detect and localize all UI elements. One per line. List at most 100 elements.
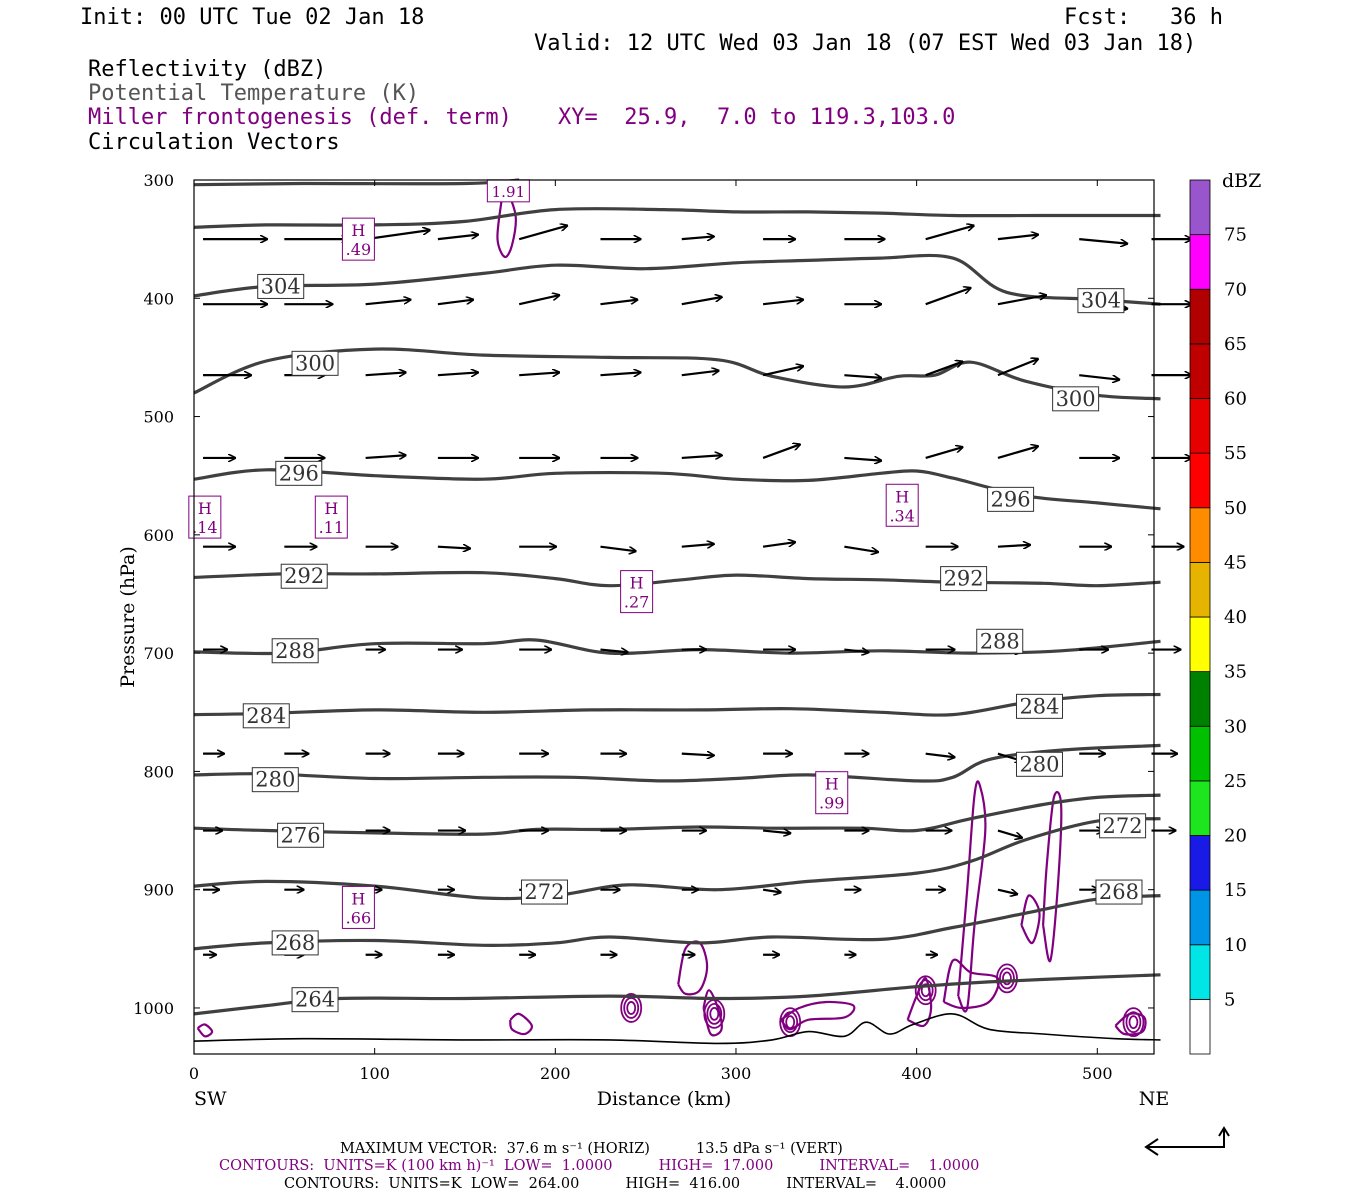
miller-high-5-value: .99 bbox=[819, 794, 844, 813]
miller-contour-inner-3-2 bbox=[1122, 1007, 1145, 1038]
colorbar-segment-6 bbox=[1189, 671, 1211, 727]
axes-layer: 300 400 500 600 700 800 900 1000 0 100 200 300 400 50… bbox=[117, 171, 1169, 1110]
circulation-vector-5-5 bbox=[600, 650, 627, 653]
circulation-vector-6-6 bbox=[681, 754, 714, 756]
miller-high-3-value: .34 bbox=[889, 506, 914, 525]
theta-label-304-b: 304 bbox=[1077, 288, 1125, 314]
y-tick-label-500: 500 bbox=[143, 408, 174, 427]
y-tick-label-300: 300 bbox=[143, 171, 174, 190]
theta-label-300-b: 300 bbox=[1052, 386, 1100, 412]
miller-high-4: H.27 bbox=[620, 570, 654, 614]
circulation-vector-0-10 bbox=[997, 235, 1038, 241]
circulation-vector-1-5 bbox=[600, 300, 637, 306]
colorbar-segment-13 bbox=[1189, 288, 1211, 345]
circulation-vector-1-7 bbox=[762, 300, 803, 306]
legend-circulation-vectors: Circulation Vectors bbox=[88, 130, 340, 155]
theta-label-296-b-text: 296 bbox=[991, 487, 1031, 511]
theta-contour-292 bbox=[193, 570, 1161, 588]
y-tick-label-600: 600 bbox=[143, 526, 174, 545]
circulation-vector-8-7 bbox=[762, 890, 781, 893]
miller-contour-inner-2-1 bbox=[999, 967, 1015, 990]
x-tick-label-0: 0 bbox=[189, 1064, 199, 1083]
colorbar-segment-9 bbox=[1189, 507, 1211, 563]
theta-label-296-b-box bbox=[987, 486, 1035, 512]
miller-high-3-box bbox=[885, 483, 919, 527]
theta-label-304-b-text: 304 bbox=[1081, 289, 1121, 313]
circulation-vector-1-4 bbox=[518, 295, 559, 306]
theta-label-280-b-box bbox=[1015, 751, 1063, 777]
miller-high-0-value: .49 bbox=[346, 240, 371, 259]
miller-high-0-box bbox=[341, 217, 375, 261]
theta-contour-300 bbox=[193, 347, 1161, 401]
reference-vector-vert-head bbox=[1218, 1126, 1230, 1137]
circulation-vector-1-6 bbox=[681, 297, 722, 306]
colorbar-label-5: 5 bbox=[1224, 989, 1235, 1010]
theta-contour-312 bbox=[193, 178, 520, 187]
colorbar-segment-14 bbox=[1189, 234, 1211, 290]
colorbar-segment-8 bbox=[1189, 561, 1211, 618]
circulation-vector-2-8 bbox=[844, 375, 881, 378]
theta-contour-308 bbox=[193, 207, 1161, 229]
circulation-vector-2-9 bbox=[925, 362, 963, 377]
miller-high-0: H.49 bbox=[341, 217, 375, 261]
theta-label-300-b-text: 300 bbox=[1056, 387, 1096, 411]
circulation-vector-2-7 bbox=[762, 366, 803, 377]
theta-label-296-text: 296 bbox=[279, 461, 319, 485]
miller-high-4-box bbox=[620, 570, 654, 614]
circulation-vector-1-3 bbox=[437, 300, 473, 306]
miller-contour-1 bbox=[957, 780, 987, 1013]
circulation-vector-7-10 bbox=[997, 829, 1022, 838]
miller-contour-7 bbox=[780, 1000, 856, 1031]
colorbar-label-60: 60 bbox=[1224, 389, 1247, 410]
circulation-vector-7-7 bbox=[762, 831, 790, 834]
miller-high-3-h: H bbox=[895, 487, 909, 506]
theta-label-300: 300 bbox=[291, 350, 339, 376]
circulation-vector-2-11 bbox=[1079, 374, 1119, 380]
miller-high-6-value: .66 bbox=[346, 908, 371, 927]
colorbar-segment-1 bbox=[1189, 944, 1211, 1000]
theta-label-288-b-box bbox=[976, 628, 1024, 654]
colorbar-label-50: 50 bbox=[1224, 498, 1247, 519]
miller-contour-2 bbox=[1042, 790, 1063, 963]
theta-label-296-b: 296 bbox=[987, 486, 1035, 512]
miller-high-4-h: H bbox=[630, 574, 644, 593]
y-tick-label-800: 800 bbox=[143, 762, 174, 781]
theta-label-268-b-box bbox=[1095, 879, 1143, 905]
theta-label-272-b-box bbox=[1099, 813, 1147, 839]
miller-high-3: H.34 bbox=[885, 483, 919, 527]
footer-contours-theta: CONTOURS: UNITS=K LOW= 264.00 HIGH= 416.… bbox=[284, 1176, 947, 1192]
miller-high-1-h: H bbox=[198, 499, 212, 518]
colorbar-segment-5 bbox=[1189, 725, 1211, 782]
theta-label-288-text: 288 bbox=[275, 639, 315, 663]
miller-contour-inner-4-1 bbox=[706, 1002, 723, 1025]
colorbar-segment-2 bbox=[1189, 889, 1211, 946]
colorbar-label-65: 65 bbox=[1224, 334, 1247, 355]
circulation-vector-0-6 bbox=[681, 236, 714, 239]
circulation-vector-2-10 bbox=[997, 359, 1038, 377]
forecast-hour: Fcst: 36 h bbox=[1064, 5, 1223, 30]
theta-label-284-b-box bbox=[1015, 693, 1063, 719]
theta-label-272-b: 272 bbox=[1099, 813, 1147, 839]
theta-contour-264 bbox=[193, 973, 1161, 1016]
legend-reflectivity: Reflectivity (dBZ) bbox=[88, 57, 327, 82]
reference-vector-arrow bbox=[1148, 1128, 1225, 1148]
theta-label-300-text: 300 bbox=[295, 351, 335, 375]
y-axis-title: Pressure (hPa) bbox=[117, 546, 139, 688]
theta-label-276: 276 bbox=[277, 822, 325, 848]
theta-label-272-b-text: 272 bbox=[1103, 814, 1143, 838]
circulation-vector-4-8 bbox=[844, 545, 878, 552]
x-tick-label-200: 200 bbox=[540, 1064, 571, 1083]
theta-label-304: 304 bbox=[257, 273, 305, 299]
miller-max-label-text: 1.91 bbox=[492, 183, 525, 201]
x-axis-ne-label: NE bbox=[1139, 1088, 1170, 1110]
miller-high-5-h: H bbox=[825, 775, 839, 794]
colorbar-label-40: 40 bbox=[1224, 607, 1247, 628]
circulation-vector-0-3 bbox=[437, 235, 478, 241]
colorbar: 5 10 15 20 25 30 35 40 45 50 55 60 65 70 75 dBZ bbox=[1189, 170, 1261, 1055]
terrain-line bbox=[193, 1013, 1161, 1045]
theta-contour-276 bbox=[193, 793, 1161, 836]
theta-label-288-b: 288 bbox=[976, 628, 1024, 654]
circulation-vector-8-10 bbox=[997, 888, 1017, 895]
miller-high-1-value: .14 bbox=[192, 518, 217, 537]
